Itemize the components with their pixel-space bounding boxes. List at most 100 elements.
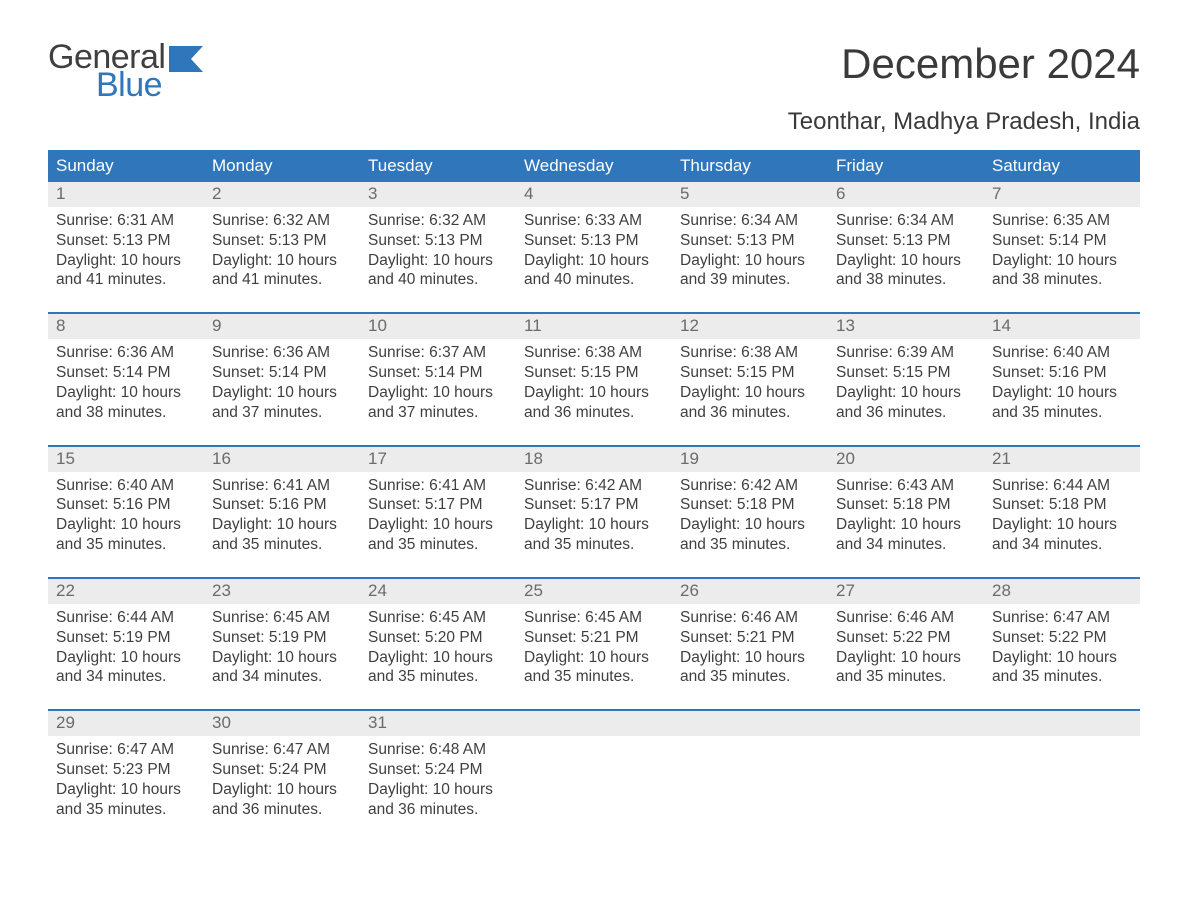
sunset-text: Sunset: 5:16 PM xyxy=(992,363,1132,383)
day-cell: Sunrise: 6:32 AMSunset: 5:13 PMDaylight:… xyxy=(360,207,516,290)
day-cell: Sunrise: 6:40 AMSunset: 5:16 PMDaylight:… xyxy=(48,472,204,555)
dow-saturday: Saturday xyxy=(984,150,1140,182)
daylight-line1: Daylight: 10 hours xyxy=(836,648,976,668)
day-cell: Sunrise: 6:31 AMSunset: 5:13 PMDaylight:… xyxy=(48,207,204,290)
sunrise-text: Sunrise: 6:40 AM xyxy=(56,476,196,496)
daylight-line1: Daylight: 10 hours xyxy=(212,383,352,403)
day-number: 25 xyxy=(516,579,672,604)
sunset-text: Sunset: 5:13 PM xyxy=(56,231,196,251)
day-number: 23 xyxy=(204,579,360,604)
sunset-text: Sunset: 5:17 PM xyxy=(368,495,508,515)
day-number: 11 xyxy=(516,314,672,339)
daylight-line2: and 41 minutes. xyxy=(212,270,352,290)
sunset-text: Sunset: 5:20 PM xyxy=(368,628,508,648)
header: General Blue December 2024 xyxy=(48,40,1140,102)
day-cell: Sunrise: 6:39 AMSunset: 5:15 PMDaylight:… xyxy=(828,339,984,422)
day-number: 20 xyxy=(828,447,984,472)
sunrise-text: Sunrise: 6:37 AM xyxy=(368,343,508,363)
sunset-text: Sunset: 5:16 PM xyxy=(212,495,352,515)
daylight-line1: Daylight: 10 hours xyxy=(368,515,508,535)
daylight-line1: Daylight: 10 hours xyxy=(368,780,508,800)
flag-icon xyxy=(169,46,203,72)
daylight-line2: and 36 minutes. xyxy=(836,403,976,423)
day-cell: Sunrise: 6:36 AMSunset: 5:14 PMDaylight:… xyxy=(48,339,204,422)
daylight-line2: and 40 minutes. xyxy=(524,270,664,290)
daylight-line2: and 35 minutes. xyxy=(836,667,976,687)
day-number-row: 293031 xyxy=(48,711,1140,736)
sunrise-text: Sunrise: 6:34 AM xyxy=(836,211,976,231)
sunrise-text: Sunrise: 6:32 AM xyxy=(212,211,352,231)
day-cell: Sunrise: 6:47 AMSunset: 5:22 PMDaylight:… xyxy=(984,604,1140,687)
day-number: 3 xyxy=(360,182,516,207)
sunrise-text: Sunrise: 6:46 AM xyxy=(680,608,820,628)
day-number: 8 xyxy=(48,314,204,339)
day-content-row: Sunrise: 6:44 AMSunset: 5:19 PMDaylight:… xyxy=(48,604,1140,687)
daylight-line2: and 35 minutes. xyxy=(680,667,820,687)
daylight-line2: and 34 minutes. xyxy=(992,535,1132,555)
sunrise-text: Sunrise: 6:42 AM xyxy=(680,476,820,496)
daylight-line2: and 39 minutes. xyxy=(680,270,820,290)
day-number: 31 xyxy=(360,711,516,736)
sunrise-text: Sunrise: 6:48 AM xyxy=(368,740,508,760)
day-content-row: Sunrise: 6:31 AMSunset: 5:13 PMDaylight:… xyxy=(48,207,1140,290)
day-number xyxy=(828,711,984,736)
sunset-text: Sunset: 5:13 PM xyxy=(836,231,976,251)
daylight-line2: and 35 minutes. xyxy=(524,535,664,555)
sunset-text: Sunset: 5:18 PM xyxy=(992,495,1132,515)
day-number: 12 xyxy=(672,314,828,339)
sunset-text: Sunset: 5:16 PM xyxy=(56,495,196,515)
weeks-container: 1234567Sunrise: 6:31 AMSunset: 5:13 PMDa… xyxy=(48,182,1140,820)
day-cell: Sunrise: 6:35 AMSunset: 5:14 PMDaylight:… xyxy=(984,207,1140,290)
sunset-text: Sunset: 5:19 PM xyxy=(56,628,196,648)
daylight-line2: and 38 minutes. xyxy=(56,403,196,423)
daylight-line1: Daylight: 10 hours xyxy=(680,648,820,668)
daylight-line1: Daylight: 10 hours xyxy=(56,383,196,403)
day-cell xyxy=(828,736,984,819)
daylight-line2: and 35 minutes. xyxy=(368,667,508,687)
sunset-text: Sunset: 5:14 PM xyxy=(992,231,1132,251)
daylight-line2: and 36 minutes. xyxy=(524,403,664,423)
day-content-row: Sunrise: 6:36 AMSunset: 5:14 PMDaylight:… xyxy=(48,339,1140,422)
daylight-line1: Daylight: 10 hours xyxy=(524,648,664,668)
daylight-line1: Daylight: 10 hours xyxy=(524,383,664,403)
daylight-line2: and 40 minutes. xyxy=(368,270,508,290)
daylight-line1: Daylight: 10 hours xyxy=(212,251,352,271)
daylight-line1: Daylight: 10 hours xyxy=(368,648,508,668)
day-cell: Sunrise: 6:37 AMSunset: 5:14 PMDaylight:… xyxy=(360,339,516,422)
daylight-line1: Daylight: 10 hours xyxy=(680,515,820,535)
daylight-line1: Daylight: 10 hours xyxy=(56,780,196,800)
sunset-text: Sunset: 5:13 PM xyxy=(212,231,352,251)
daylight-line2: and 37 minutes. xyxy=(212,403,352,423)
day-cell xyxy=(516,736,672,819)
day-number: 17 xyxy=(360,447,516,472)
sunrise-text: Sunrise: 6:45 AM xyxy=(368,608,508,628)
day-number: 24 xyxy=(360,579,516,604)
sunrise-text: Sunrise: 6:31 AM xyxy=(56,211,196,231)
daylight-line2: and 36 minutes. xyxy=(368,800,508,820)
day-number: 10 xyxy=(360,314,516,339)
day-cell xyxy=(672,736,828,819)
day-number: 18 xyxy=(516,447,672,472)
daylight-line2: and 36 minutes. xyxy=(680,403,820,423)
sunrise-text: Sunrise: 6:47 AM xyxy=(56,740,196,760)
daylight-line1: Daylight: 10 hours xyxy=(992,251,1132,271)
sunrise-text: Sunrise: 6:33 AM xyxy=(524,211,664,231)
day-cell: Sunrise: 6:32 AMSunset: 5:13 PMDaylight:… xyxy=(204,207,360,290)
sunset-text: Sunset: 5:22 PM xyxy=(836,628,976,648)
sunrise-text: Sunrise: 6:41 AM xyxy=(368,476,508,496)
daylight-line2: and 35 minutes. xyxy=(680,535,820,555)
day-number-row: 891011121314 xyxy=(48,314,1140,339)
day-cell: Sunrise: 6:38 AMSunset: 5:15 PMDaylight:… xyxy=(516,339,672,422)
daylight-line1: Daylight: 10 hours xyxy=(680,383,820,403)
day-number: 7 xyxy=(984,182,1140,207)
day-number xyxy=(516,711,672,736)
day-number: 9 xyxy=(204,314,360,339)
daylight-line1: Daylight: 10 hours xyxy=(836,383,976,403)
daylight-line2: and 34 minutes. xyxy=(212,667,352,687)
day-cell: Sunrise: 6:48 AMSunset: 5:24 PMDaylight:… xyxy=(360,736,516,819)
daylight-line1: Daylight: 10 hours xyxy=(992,648,1132,668)
day-number: 14 xyxy=(984,314,1140,339)
daylight-line2: and 36 minutes. xyxy=(212,800,352,820)
day-cell xyxy=(984,736,1140,819)
sunrise-text: Sunrise: 6:35 AM xyxy=(992,211,1132,231)
